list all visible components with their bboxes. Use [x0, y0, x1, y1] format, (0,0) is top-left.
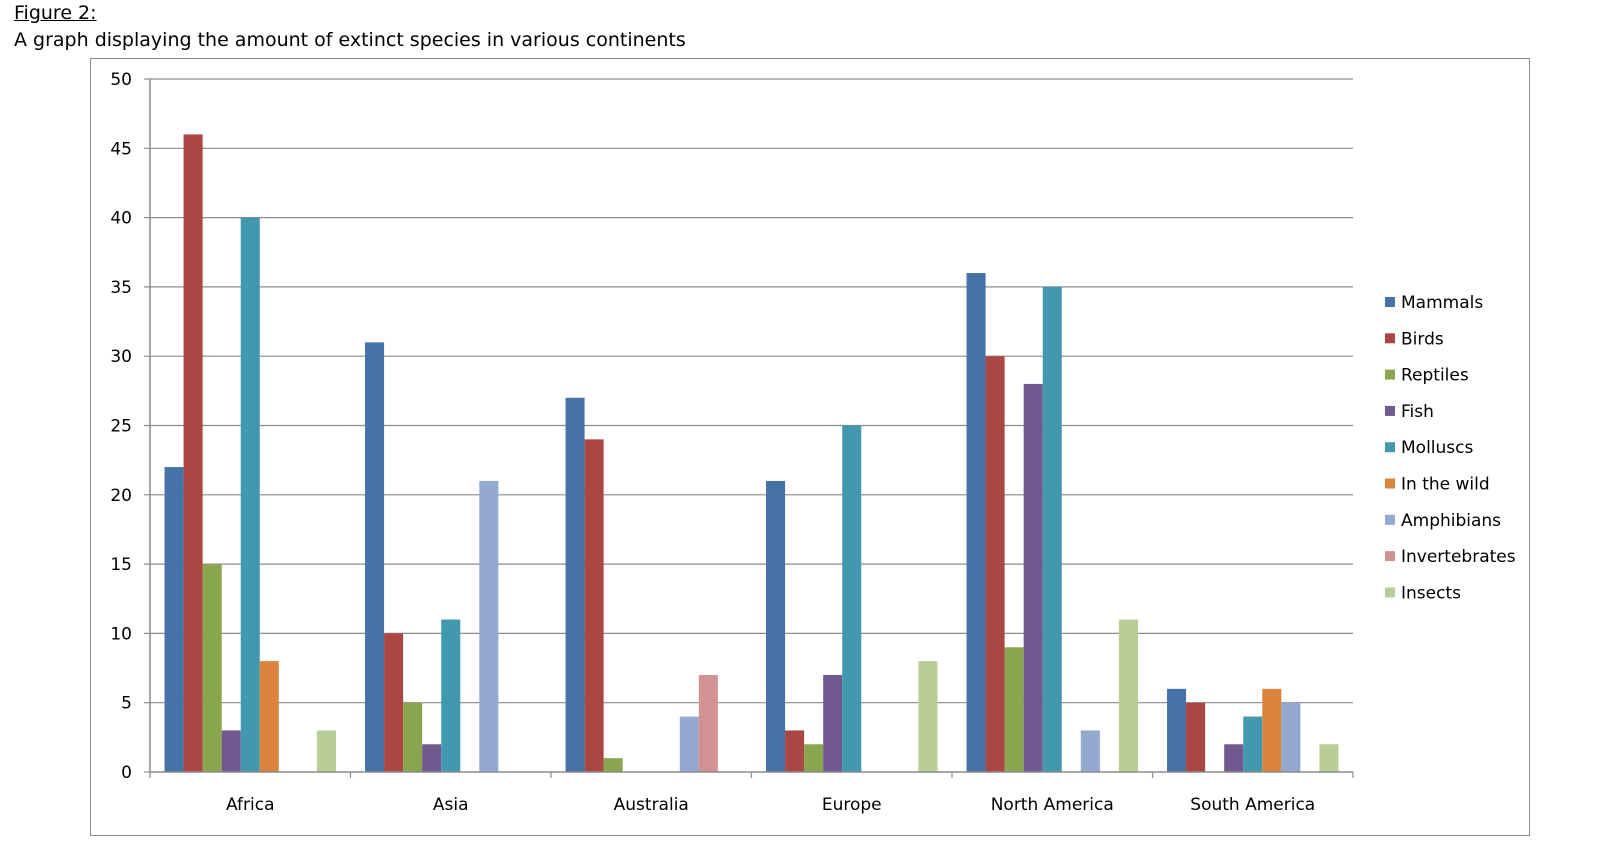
bar-insects-europe [918, 661, 938, 772]
legend-label: In the wild [1401, 475, 1490, 495]
bar-fish-europe [823, 674, 843, 772]
bar-reptiles-africa [202, 564, 222, 772]
bar-amphibians-asia [479, 480, 499, 772]
bar-birds-north-america [985, 356, 1005, 772]
bar-birds-asia [384, 633, 404, 772]
bar-insects-africa [316, 730, 336, 772]
bar-insects-north-america [1118, 619, 1138, 772]
bar-mammals-africa [164, 467, 184, 772]
y-tick-label: 20 [110, 486, 132, 506]
bar-fish-asia [422, 744, 442, 772]
bars [164, 134, 1339, 773]
bar-molluscs-africa [240, 217, 260, 773]
bar-molluscs-europe [842, 425, 862, 772]
legend-label: Insects [1401, 583, 1461, 603]
bar-reptiles-asia [403, 702, 423, 772]
y-tick-label: 35 [110, 278, 132, 298]
bar-fish-south-america [1224, 744, 1244, 772]
x-tick-label: Europe [822, 795, 882, 815]
bar-molluscs-asia [441, 619, 461, 772]
x-tick-label: Australia [614, 795, 689, 815]
legend-swatch-birds [1385, 333, 1395, 344]
y-tick-label: 40 [110, 209, 132, 229]
chart-frame [90, 58, 1530, 836]
legend-swatch-mammals [1385, 297, 1395, 307]
bar-molluscs-north-america [1042, 286, 1062, 772]
bar-amphibians-north-america [1080, 730, 1100, 772]
bar-birds-europe [785, 730, 805, 772]
bar-molluscs-south-america [1243, 716, 1263, 772]
x-tick-label: Asia [433, 795, 469, 815]
bar-reptiles-australia [603, 758, 623, 772]
bar-fish-africa [221, 730, 241, 772]
y-tick-label: 5 [121, 694, 132, 714]
legend-label: Molluscs [1401, 438, 1473, 458]
bar-mammals-australia [565, 397, 585, 772]
legend-swatch-amphibians [1385, 514, 1395, 525]
bar-amphibians-australia [679, 716, 699, 772]
legend-label: Reptiles [1401, 366, 1469, 386]
x-tick-label: North America [991, 795, 1114, 815]
figure-label: Figure 2: [14, 2, 97, 24]
bar-mammals-south-america [1167, 688, 1187, 772]
legend-label: Birds [1401, 329, 1444, 349]
y-tick-label: 15 [110, 555, 132, 575]
legend-swatch-in-the-wild [1385, 478, 1395, 489]
bar-insects-south-america [1319, 744, 1339, 772]
x-tick-label: South America [1190, 795, 1315, 815]
legend-label: Amphibians [1401, 511, 1501, 531]
legend-swatch-molluscs [1385, 442, 1395, 453]
bar-in-the-wild-africa [259, 661, 279, 772]
legend-swatch-invertebrates [1385, 551, 1395, 562]
bar-in-the-wild-south-america [1262, 688, 1282, 772]
y-tick-label: 50 [110, 70, 132, 90]
bar-reptiles-north-america [1004, 647, 1024, 772]
axes: 0 5 10 15 20 25 30 35 40 45 50 Africa Asia Australia E… [110, 70, 1354, 815]
y-tick-label: 10 [110, 624, 132, 644]
bar-invertebrates-australia [698, 674, 718, 772]
gridlines [150, 78, 1353, 704]
x-tick-label: Africa [226, 795, 275, 815]
bar-amphibians-south-america [1281, 702, 1301, 772]
bar-birds-australia [584, 439, 604, 772]
bar-mammals-europe [766, 480, 786, 772]
y-tick-label: 0 [121, 763, 132, 783]
legend-swatch-fish [1385, 405, 1395, 416]
y-tick-label: 30 [110, 347, 132, 367]
legend-swatch-insects [1385, 587, 1395, 598]
bar-mammals-asia [365, 342, 385, 772]
legend-label: Invertebrates [1401, 547, 1516, 567]
figure-caption: A graph displaying the amount of extinct… [14, 29, 686, 51]
bar-birds-africa [183, 134, 203, 772]
y-tick-label: 25 [110, 417, 132, 437]
legend-label: Fish [1401, 402, 1434, 422]
legend-label: Mammals [1401, 293, 1483, 313]
bar-mammals-north-america [966, 273, 986, 772]
bar-reptiles-europe [804, 744, 824, 772]
y-tick-label: 45 [110, 139, 132, 159]
bar-fish-north-america [1023, 383, 1043, 772]
legend: Mammals Birds Reptiles Fish Molluscs In the w… [1385, 293, 1516, 603]
bar-birds-south-america [1186, 702, 1206, 772]
legend-swatch-reptiles [1385, 369, 1395, 380]
